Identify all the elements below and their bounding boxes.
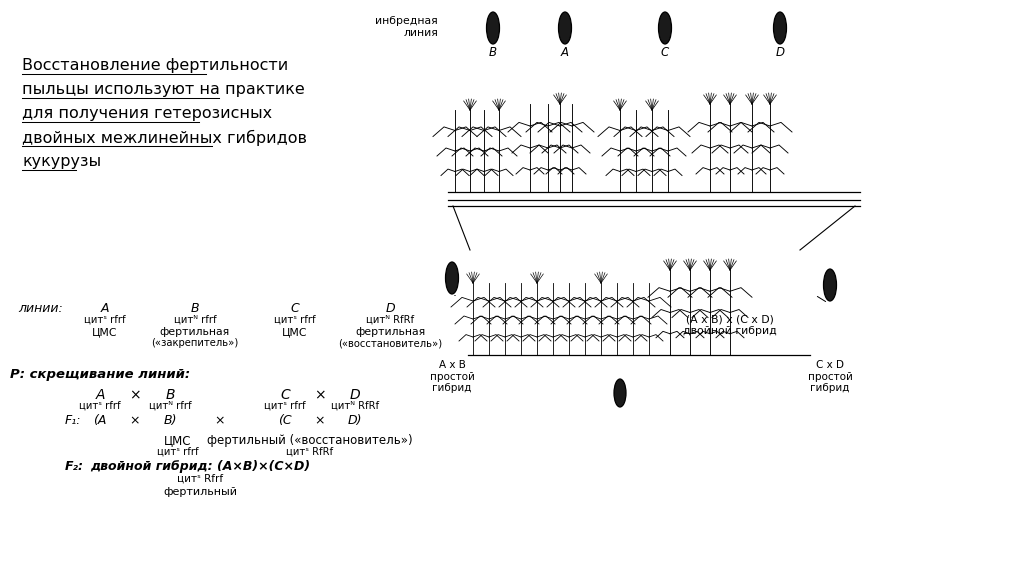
Text: ЦМС: ЦМС xyxy=(164,434,191,447)
Ellipse shape xyxy=(773,12,786,44)
Ellipse shape xyxy=(614,379,626,407)
Text: B: B xyxy=(489,46,497,59)
Text: A: A xyxy=(561,46,569,59)
Text: цитˢ rfrf: цитˢ rfrf xyxy=(79,401,121,411)
Text: C x D
простой
гибрид: C x D простой гибрид xyxy=(808,360,852,393)
Ellipse shape xyxy=(445,262,459,294)
Text: Восстановление фертильности: Восстановление фертильности xyxy=(22,58,288,73)
Text: цитˢ Rfrf: цитˢ Rfrf xyxy=(177,474,223,484)
Text: ЦМС: ЦМС xyxy=(92,327,118,337)
Text: («восстановитель»): («восстановитель») xyxy=(338,338,442,348)
Text: C: C xyxy=(660,46,669,59)
Text: цитᴺ rfrf: цитᴺ rfrf xyxy=(174,315,216,325)
Ellipse shape xyxy=(823,269,837,301)
Text: F₁:: F₁: xyxy=(65,414,82,427)
Text: (C: (C xyxy=(279,414,292,427)
Text: фертильный («восстановитель»): фертильный («восстановитель») xyxy=(207,434,413,447)
Text: фертильный: фертильный xyxy=(163,487,237,497)
Text: B): B) xyxy=(163,414,177,427)
Text: двойной гибрид: двойной гибрид xyxy=(683,326,777,336)
Text: A x B
простой
гибрид: A x B простой гибрид xyxy=(429,360,474,393)
Text: C: C xyxy=(291,302,299,315)
Text: B: B xyxy=(190,302,200,315)
Text: D: D xyxy=(775,46,784,59)
Text: цитˢ rfrf: цитˢ rfrf xyxy=(264,401,306,411)
Ellipse shape xyxy=(558,12,571,44)
Text: ×: × xyxy=(314,388,326,402)
Text: двойных межлинейных гибридов: двойных межлинейных гибридов xyxy=(22,130,307,146)
Text: ×: × xyxy=(314,414,326,427)
Text: D: D xyxy=(385,302,395,315)
Text: цитᴺ rfrf: цитᴺ rfrf xyxy=(148,401,191,411)
Ellipse shape xyxy=(486,12,500,44)
Text: двойной гибрид: (A×B)×(C×D): двойной гибрид: (A×B)×(C×D) xyxy=(90,460,310,473)
Text: кукурузы: кукурузы xyxy=(22,154,101,169)
Ellipse shape xyxy=(658,12,672,44)
Text: ×: × xyxy=(215,414,225,427)
Text: инбредная
линия: инбредная линия xyxy=(375,16,438,38)
Text: D): D) xyxy=(348,414,362,427)
Text: ×: × xyxy=(129,388,141,402)
Text: D: D xyxy=(349,388,360,402)
Text: для получения гетерозисных: для получения гетерозисных xyxy=(22,106,272,121)
Text: P: скрещивание линий:: P: скрещивание линий: xyxy=(10,368,190,381)
Text: цитᴺ RfRf: цитᴺ RfRf xyxy=(331,401,379,411)
Text: линии:: линии: xyxy=(18,302,62,315)
Text: C: C xyxy=(281,388,290,402)
Text: (A x B) x (C x D): (A x B) x (C x D) xyxy=(686,314,774,324)
Text: цитᴺ RfRf: цитᴺ RfRf xyxy=(366,315,414,325)
Text: цитˢ RfRf: цитˢ RfRf xyxy=(287,447,334,457)
Text: ×: × xyxy=(130,414,140,427)
Text: A: A xyxy=(95,388,104,402)
Text: A: A xyxy=(100,302,110,315)
Text: пыльцы используют на практике: пыльцы используют на практике xyxy=(22,82,305,97)
Text: («закрепитель»): («закрепитель») xyxy=(152,338,239,348)
Text: B: B xyxy=(165,388,175,402)
Text: цитˢ rfrf: цитˢ rfrf xyxy=(158,447,199,457)
Text: фертильная: фертильная xyxy=(355,327,425,337)
Text: цитˢ rfrf: цитˢ rfrf xyxy=(84,315,126,325)
Text: ЦМС: ЦМС xyxy=(283,327,308,337)
Text: F₂:: F₂: xyxy=(65,460,84,473)
Text: цитˢ rfrf: цитˢ rfrf xyxy=(274,315,315,325)
Text: фертильная: фертильная xyxy=(160,327,230,337)
Text: (A: (A xyxy=(93,414,106,427)
